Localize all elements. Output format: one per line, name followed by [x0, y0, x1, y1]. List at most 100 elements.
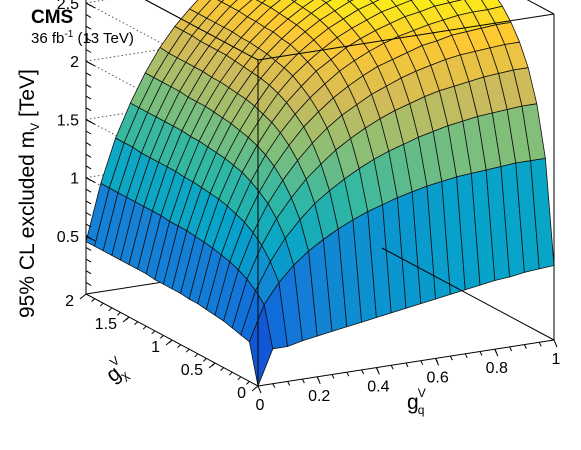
x-minor-tick [331, 374, 335, 379]
x-minor-tick [346, 371, 350, 377]
y-minor-tick [220, 367, 224, 371]
y-minor-tick [125, 316, 130, 321]
z-minor-tick [85, 60, 92, 65]
y-minor-tick [99, 302, 104, 307]
y-tick-label: 0 [237, 385, 246, 402]
z-tick-label: 2.5 [57, 0, 79, 13]
z-minor-tick [85, 95, 92, 100]
z-minor-tick [85, 281, 92, 286]
z-minor-tick [85, 83, 92, 88]
y-minor-tick [194, 353, 199, 358]
z-tick-label: 0.5 [57, 229, 79, 246]
front-top-edge [257, 13, 555, 61]
z-minor-tick [85, 49, 92, 53]
y-minor-tick [160, 335, 164, 339]
y-minor-tick [211, 362, 216, 367]
y-minor-tick [177, 344, 181, 348]
surface-cell [217, 0, 225, 3]
x-minor-tick [405, 362, 409, 368]
x-minor-tick [435, 358, 439, 363]
y-tick-label: 0.5 [181, 362, 203, 379]
x-tick-mark [553, 339, 558, 348]
x-axis-title: gV q [407, 386, 426, 417]
x-minor-tick [287, 381, 291, 386]
surface-cell [255, 0, 267, 4]
z-minor-tick [85, 118, 92, 123]
x-minor-tick [420, 360, 424, 365]
z-minor-tick [85, 223, 92, 228]
z-minor-tick [85, 25, 92, 30]
z-minor-tick [85, 142, 92, 147]
x-minor-tick [375, 367, 379, 372]
z-minor-tick [85, 177, 92, 182]
surface-cell [530, 157, 555, 270]
z-minor-tick [85, 235, 92, 240]
y-tick-mark [251, 385, 259, 392]
luminosity-label: 36 fb-1 (13 TeV) [31, 29, 134, 47]
x-tick-mark [257, 385, 262, 394]
z-minor-tick [85, 14, 92, 19]
y-minor-tick [185, 348, 190, 353]
z-minor-tick [85, 188, 92, 193]
y-minor-tick [246, 381, 250, 385]
z-tick-label: 1 [70, 171, 79, 188]
z-minor-tick [85, 72, 92, 77]
y-minor-tick [228, 371, 233, 376]
y-minor-tick [142, 325, 147, 330]
z-minor-tick [85, 270, 92, 275]
y-tick-label: 1.5 [95, 316, 117, 333]
x-minor-tick [301, 378, 305, 384]
x-minor-tick [523, 344, 527, 349]
y-minor-tick [151, 330, 156, 335]
y-minor-tick [168, 339, 173, 344]
z-minor-tick [85, 153, 92, 158]
x-minor-tick [464, 353, 468, 359]
x-minor-tick [479, 351, 483, 356]
right-bottom-edge [381, 247, 555, 341]
surface-cell [321, 0, 332, 4]
y-axis-ticks: 0 0.5 1 1.5 2 [65, 293, 259, 402]
x-minor-tick [509, 346, 513, 352]
left-top-edge-front [144, 0, 259, 61]
z-minor-tick [85, 37, 92, 42]
z-tick-label: 1.5 [57, 112, 79, 129]
x-minor-tick [272, 383, 276, 388]
z-minor-tick [85, 212, 92, 216]
axis-box-front [144, 0, 555, 387]
y-minor-tick [91, 298, 95, 302]
x-tick-label: 0.6 [426, 369, 448, 386]
x-minor-tick [538, 342, 542, 347]
z-minor-tick [85, 258, 92, 263]
z-minor-tick [85, 200, 92, 205]
y-tick-label: 1 [151, 339, 160, 356]
x-minor-tick [449, 355, 453, 361]
y-tick-label: 2 [65, 293, 74, 310]
experiment-label: CMS [31, 7, 73, 28]
z-minor-tick [85, 246, 92, 251]
x-tick-label: 0.8 [486, 360, 508, 377]
x-tick-label: 0.2 [308, 388, 330, 405]
y-minor-tick [237, 376, 242, 381]
x-tick-label: 0 [256, 397, 265, 414]
z-tick-label: 2 [70, 54, 79, 71]
y-minor-tick [134, 321, 138, 325]
surface-mesh [85, 0, 555, 387]
y-tick-mark [79, 293, 87, 300]
x-minor-tick [390, 365, 394, 370]
y-minor-tick [108, 307, 113, 312]
x-minor-tick [494, 348, 498, 354]
x-minor-tick [361, 369, 365, 375]
z-minor-tick [85, 165, 92, 170]
y-minor-tick [117, 312, 121, 316]
z-minor-tick [85, 107, 92, 112]
z-minor-tick [85, 130, 92, 135]
x-minor-tick [316, 376, 320, 382]
x-axis-ticks: 0 0.2 0.4 0.6 0.8 1 [256, 339, 561, 414]
y-axis-title: gVχ [99, 353, 133, 389]
surface-cell [261, 0, 282, 8]
x-tick-label: 1 [552, 351, 561, 368]
surface-cell [221, 0, 238, 7]
z-axis-title: 95% CL excluded mV [TeV] [16, 69, 42, 318]
y-minor-tick [203, 358, 207, 362]
